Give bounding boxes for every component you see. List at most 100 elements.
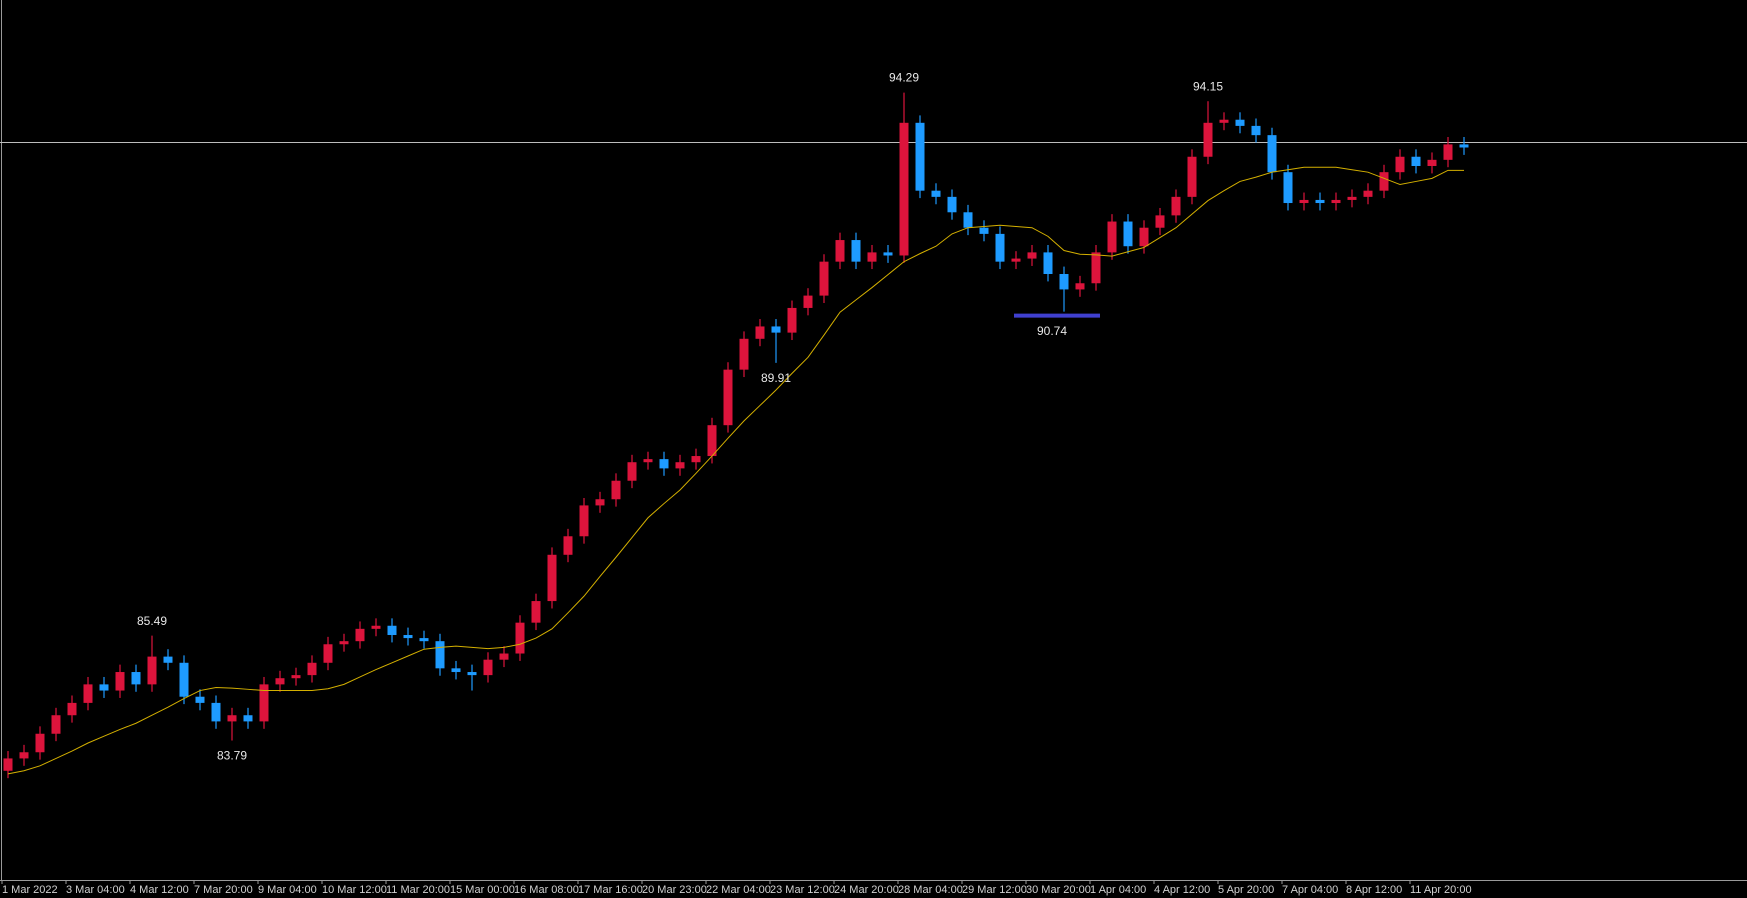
candle-body <box>371 625 381 629</box>
candle-body <box>835 240 845 262</box>
x-tick-label: 17 Mar 16:00 <box>578 884 643 896</box>
candle-body <box>819 261 829 296</box>
candle-body <box>1107 221 1117 253</box>
candle-body <box>131 672 141 685</box>
candle-body <box>1171 196 1181 216</box>
high-label: 94.15 <box>1193 79 1223 93</box>
candle-body <box>355 628 365 642</box>
candle-body <box>243 715 253 722</box>
candle-body <box>1155 215 1165 228</box>
candle-body <box>787 307 797 333</box>
candle-body <box>1315 199 1325 204</box>
candle-body <box>435 641 445 669</box>
candle-body <box>739 338 749 370</box>
candle-body <box>995 233 1005 262</box>
x-tick-label: 30 Mar 20:00 <box>1026 884 1091 896</box>
candle-body <box>83 684 93 703</box>
candle-body <box>579 505 589 537</box>
candle-body <box>307 662 317 676</box>
candle-body <box>643 459 653 463</box>
candle-body <box>1235 119 1245 126</box>
candle-body <box>1075 283 1085 290</box>
x-tick-label: 20 Mar 23:00 <box>642 884 707 896</box>
x-tick-label: 15 Mar 00:00 <box>450 884 515 896</box>
candle-body <box>1187 156 1197 197</box>
candle-body <box>883 252 893 256</box>
candle-body <box>963 212 973 228</box>
candle-body <box>707 425 717 457</box>
x-tick-label: 11 Apr 20:00 <box>1410 884 1472 896</box>
candle-body <box>803 295 813 308</box>
candle-body <box>947 196 957 213</box>
x-tick-label: 11 Mar 20:00 <box>386 884 450 896</box>
high-label: 85.49 <box>137 614 167 628</box>
candle-body <box>611 480 621 500</box>
candle-body <box>1203 122 1213 157</box>
x-tick-label: 29 Mar 12:00 <box>962 884 1027 896</box>
candle-body <box>1011 258 1021 262</box>
x-tick-label: 10 Mar 12:00 <box>322 884 387 896</box>
candle-body <box>179 662 189 697</box>
candle-body <box>1299 199 1309 204</box>
candle-body <box>931 190 941 197</box>
candle-body <box>1283 172 1293 204</box>
candle-body <box>979 227 989 234</box>
x-tick-label: 1 Apr 04:00 <box>1090 884 1146 896</box>
candle-body <box>339 641 349 645</box>
candle-body <box>259 684 269 722</box>
candle-body <box>451 668 461 673</box>
candle-body <box>1427 159 1437 167</box>
x-tick-label: 22 Mar 04:00 <box>706 884 771 896</box>
candle-body <box>35 733 45 753</box>
x-tick-label: 28 Mar 04:00 <box>898 884 963 896</box>
moving-average <box>7 166 1464 775</box>
candle-body <box>899 122 909 256</box>
x-tick-label: 5 Apr 20:00 <box>1218 884 1274 896</box>
candle-body <box>115 672 125 691</box>
candle-body <box>19 752 29 759</box>
candle-body <box>1331 199 1341 204</box>
candle-body <box>915 122 925 191</box>
x-tick-label: 23 Mar 12:00 <box>770 884 835 896</box>
candle-body <box>1139 227 1149 247</box>
x-tick-label: 8 Apr 12:00 <box>1346 884 1402 896</box>
candle-body <box>1091 252 1101 284</box>
x-tick-label: 9 Mar 04:00 <box>258 884 317 896</box>
x-tick-label: 16 Mar 08:00 <box>514 884 579 896</box>
high-label: 94.29 <box>889 71 919 85</box>
candle-body <box>547 554 557 602</box>
candle-body <box>403 635 413 639</box>
candle-body <box>419 638 429 642</box>
candle-body <box>755 326 765 339</box>
candle-body <box>211 702 221 722</box>
candle-body <box>1043 252 1053 274</box>
candle-body <box>3 758 13 771</box>
candle-body <box>1123 221 1133 247</box>
candle-body <box>1027 252 1037 259</box>
candle-body <box>691 456 701 463</box>
candle-body <box>67 702 77 716</box>
candle-body <box>515 622 525 654</box>
candle-body <box>595 499 605 506</box>
candle-body <box>51 715 61 734</box>
candle-body <box>563 536 573 555</box>
candle-body <box>1347 196 1357 200</box>
candle-body <box>291 675 301 679</box>
candle-body <box>483 659 493 676</box>
candle-body <box>99 684 109 691</box>
candle-body <box>1363 190 1373 197</box>
x-tick-label: 24 Mar 20:00 <box>834 884 899 896</box>
low-label: 89.91 <box>761 371 791 385</box>
candle-body <box>323 644 333 663</box>
x-tick-label: 1 Mar 2022 <box>2 884 58 896</box>
candle-body <box>675 462 685 469</box>
x-tick-label: 4 Apr 12:00 <box>1154 884 1210 896</box>
candle-body <box>387 625 397 636</box>
candle-body <box>627 462 637 481</box>
candle-body <box>659 459 669 469</box>
candle-body <box>163 656 173 663</box>
candle-body <box>1251 125 1261 136</box>
candle-body <box>147 656 157 685</box>
candle-body <box>195 696 205 703</box>
candle-body <box>227 715 237 722</box>
